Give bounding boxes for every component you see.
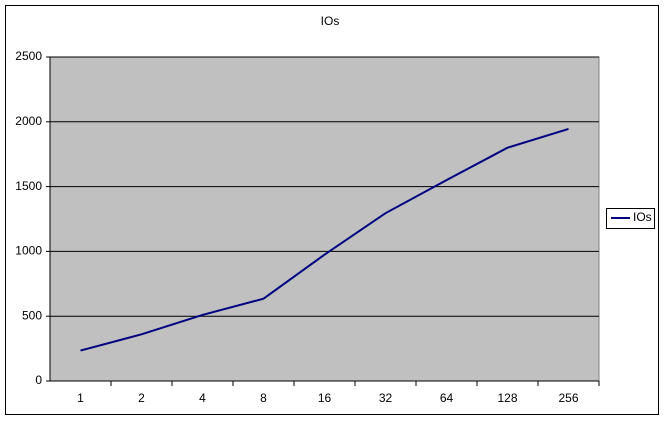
x-tick-label: 1 (77, 391, 84, 405)
legend-box (606, 208, 655, 229)
x-tick-label: 2 (138, 391, 145, 405)
x-tick-label: 32 (379, 391, 393, 405)
y-tick-label: 2000 (15, 114, 42, 128)
x-tick-label: 8 (260, 391, 267, 405)
y-tick-label: 500 (22, 308, 42, 322)
y-tick-label: 2500 (15, 49, 42, 63)
y-tick-label: 1500 (15, 179, 42, 193)
y-tick-label: 1000 (15, 244, 42, 258)
plot-area (49, 56, 600, 382)
x-tick-label: 128 (497, 391, 517, 405)
chart-title: IOs (321, 14, 340, 28)
data-line (80, 127, 569, 352)
y-tick-label: 0 (35, 373, 42, 387)
x-tick-label: 256 (558, 391, 578, 405)
x-tick-label: 16 (318, 391, 332, 405)
x-tick-label: 64 (440, 391, 454, 405)
x-tick-label: 4 (199, 391, 206, 405)
legend-label: IOs (633, 210, 652, 224)
